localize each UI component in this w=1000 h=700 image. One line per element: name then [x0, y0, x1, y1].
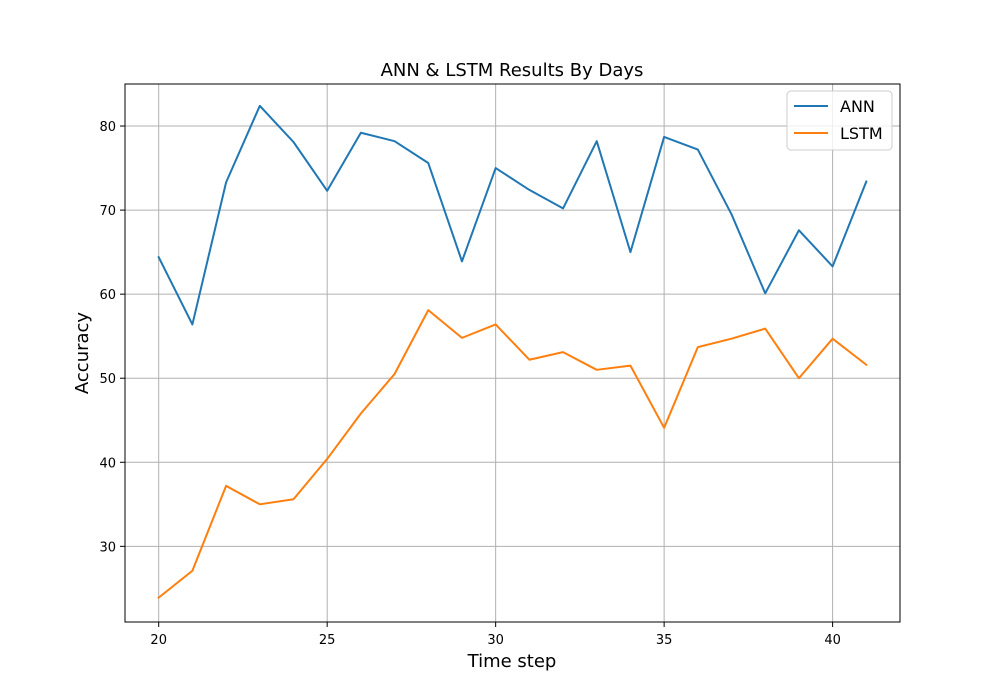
y-tick-label: 60	[99, 288, 116, 303]
x-axis-label: Time step	[467, 651, 557, 672]
y-tick-label: 50	[99, 372, 116, 387]
x-tick-label: 40	[824, 633, 841, 648]
x-tick-label: 20	[150, 633, 167, 648]
y-tick-label: 80	[99, 120, 116, 135]
y-tick-label: 40	[99, 456, 116, 471]
legend-label-ann: ANN	[840, 97, 875, 116]
y-axis-label: Accuracy	[72, 312, 93, 395]
x-tick-label: 25	[319, 633, 336, 648]
series-lines	[157, 104, 868, 600]
plot-frame	[124, 83, 901, 623]
x-tick-label: 35	[656, 633, 673, 648]
y-axis-ticks: 30 40 50 60 70 80	[99, 120, 125, 555]
legend: ANN LSTM	[786, 90, 893, 151]
series-line-ann	[157, 104, 868, 326]
chart-title: ANN & LSTM Results By Days	[381, 60, 644, 81]
x-tick-label: 30	[487, 633, 504, 648]
y-tick-label: 30	[99, 540, 116, 555]
grid-lines	[125, 84, 900, 622]
x-axis-ticks: 20 25 30 35 40	[150, 622, 841, 648]
legend-label-lstm: LSTM	[840, 124, 883, 143]
y-tick-label: 70	[99, 204, 116, 219]
series-line-lstm	[157, 309, 868, 600]
